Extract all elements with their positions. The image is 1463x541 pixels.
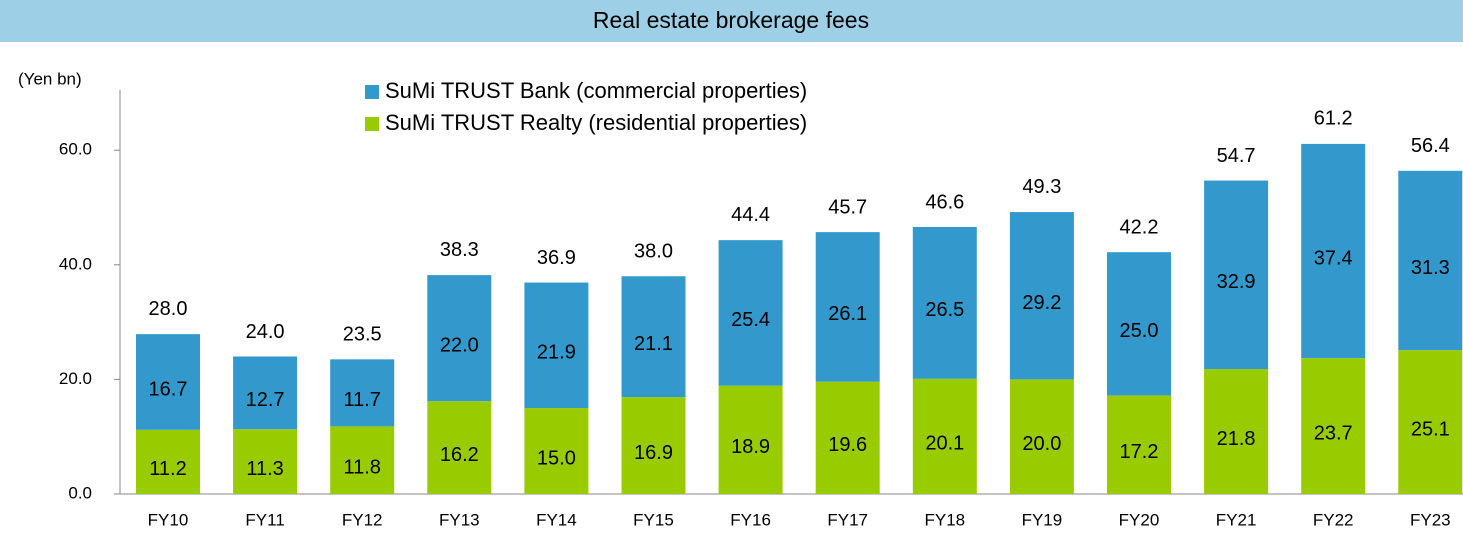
data-label: 16.9 [634, 442, 673, 464]
data-label: 21.1 [634, 333, 673, 355]
data-label: 12.7 [246, 389, 285, 411]
x-tick-label: FY15 [633, 510, 674, 529]
data-label: 25.0 [1120, 320, 1159, 342]
bar-segment [1204, 369, 1269, 494]
bar-segment [233, 356, 298, 430]
bar-segment [912, 226, 977, 379]
total-label: 38.0 [634, 241, 673, 263]
x-tick-label: FY21 [1216, 510, 1257, 529]
bar-segment [718, 385, 783, 494]
bar-segment [815, 232, 880, 382]
bar-segment [1301, 143, 1366, 359]
bar-segment [1204, 180, 1269, 370]
x-tick-label: FY18 [924, 510, 965, 529]
data-label: 11.3 [246, 458, 283, 480]
data-label: 21.8 [1217, 428, 1256, 450]
bar-segment [912, 378, 977, 494]
total-label: 24.0 [246, 321, 285, 343]
y-tick-label: 0.0 [68, 483, 92, 502]
y-axis-label: (Yen bn) [18, 69, 82, 88]
total-label: 28.0 [149, 298, 188, 320]
bar-segment [524, 408, 589, 494]
total-label: 42.2 [1120, 216, 1159, 238]
data-label: 25.1 [1411, 418, 1450, 440]
total-label: 54.7 [1217, 145, 1256, 167]
bar-segment [427, 401, 492, 494]
bar-segment [330, 359, 395, 427]
data-label: 16.2 [440, 444, 479, 466]
y-tick-label: 60.0 [59, 140, 92, 159]
bar-segment [621, 276, 686, 398]
x-tick-label: FY16 [730, 510, 771, 529]
bar-segment [1107, 395, 1171, 494]
chart-title: Real estate brokerage fees [593, 7, 869, 33]
title-band [0, 0, 1463, 42]
total-label: 56.4 [1411, 135, 1450, 157]
x-tick-label: FY22 [1313, 510, 1354, 529]
data-label: 26.5 [925, 299, 964, 321]
data-label: 11.2 [149, 458, 186, 480]
total-label: 38.3 [440, 239, 479, 261]
bar-segment [1107, 252, 1171, 396]
bar-segment [1009, 212, 1074, 380]
data-label: 23.7 [1314, 422, 1353, 444]
total-label: 23.5 [343, 324, 382, 346]
bar-segment [330, 426, 395, 494]
data-label: 21.9 [537, 342, 576, 364]
data-label: 16.7 [149, 378, 188, 400]
legend-label: SuMi TRUST Bank (commercial properties) [385, 78, 807, 103]
total-label: 45.7 [828, 196, 867, 218]
bar-segment [815, 381, 880, 494]
data-label: 31.3 [1411, 257, 1450, 279]
y-tick-label: 20.0 [59, 369, 92, 388]
total-label: 44.4 [731, 204, 770, 226]
total-label: 49.3 [1022, 176, 1061, 198]
data-label: 17.2 [1120, 441, 1159, 463]
data-label: 37.4 [1314, 247, 1353, 269]
bar-segment [1398, 170, 1463, 351]
legend-swatch [365, 85, 379, 99]
x-tick-label: FY10 [148, 510, 189, 529]
x-tick-label: FY20 [1119, 510, 1160, 529]
bar-segment [621, 397, 686, 494]
data-label: 26.1 [828, 303, 867, 325]
legend-label: SuMi TRUST Realty (residential propertie… [385, 110, 807, 135]
data-label: 22.0 [440, 334, 479, 356]
bar-segment [718, 240, 783, 386]
data-label: 29.2 [1022, 292, 1061, 314]
data-label: 11.7 [343, 389, 380, 411]
bar-segment [233, 429, 298, 494]
data-label: 20.0 [1022, 433, 1061, 455]
total-label: 46.6 [925, 191, 964, 213]
x-tick-label: FY13 [439, 510, 480, 529]
bar-segment [524, 282, 589, 409]
data-label: 11.8 [343, 456, 380, 478]
data-label: 25.4 [731, 309, 770, 331]
legend-swatch [365, 117, 379, 131]
total-label: 36.9 [537, 247, 576, 269]
total-label: 61.2 [1314, 108, 1353, 130]
data-label: 15.0 [537, 447, 576, 469]
x-tick-label: FY11 [245, 510, 284, 529]
bar-segment [1009, 379, 1074, 494]
data-label: 19.6 [828, 434, 867, 456]
x-tick-label: FY19 [1022, 510, 1063, 529]
data-label: 20.1 [925, 433, 964, 455]
x-tick-label: FY23 [1410, 510, 1451, 529]
bar-segment [1301, 358, 1366, 494]
bar-segment [136, 334, 200, 430]
y-tick-label: 40.0 [59, 254, 92, 273]
data-label: 32.9 [1217, 271, 1256, 293]
bar-segment [427, 275, 492, 402]
x-tick-label: FY14 [536, 510, 577, 529]
x-tick-label: FY17 [827, 510, 868, 529]
bar-segment [136, 429, 200, 494]
data-label: 18.9 [731, 436, 770, 458]
bar-segment [1398, 350, 1463, 494]
x-tick-label: FY12 [342, 510, 383, 529]
